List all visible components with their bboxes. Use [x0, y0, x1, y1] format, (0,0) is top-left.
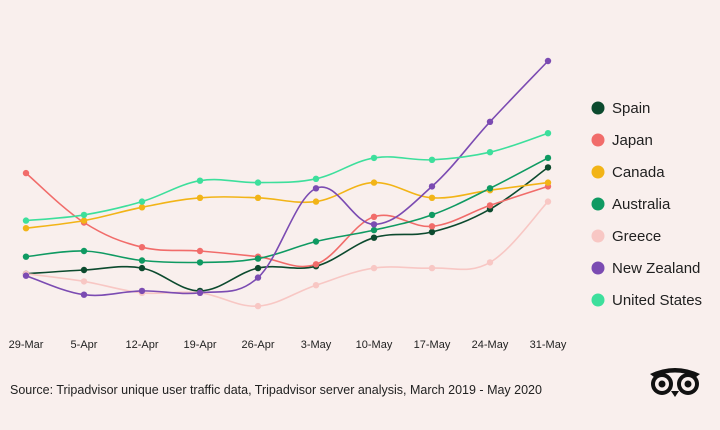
legend-label-canada: Canada	[612, 164, 665, 181]
data-point-united-states-10-May	[370, 154, 378, 162]
x-axis-ticks: 29-Mar 5-Apr 12-Apr 19-Apr 26-Apr 3-May 10-May…	[9, 339, 567, 351]
data-point-australia-19-Apr	[196, 259, 204, 266]
data-point-new-zealand-24-May	[486, 118, 494, 126]
source-note: Source: Tripadvisor unique user traffic …	[10, 383, 542, 397]
data-point-canada-3-May	[312, 198, 320, 205]
data-point-greece-24-May	[486, 259, 494, 266]
legend-label-australia: Australia	[612, 196, 671, 213]
data-point-canada-12-Apr	[138, 204, 146, 211]
data-point-canada-31-May	[544, 179, 552, 186]
data-point-new-zealand-29-Mar	[22, 272, 30, 279]
legend-swatch-greece	[591, 229, 605, 243]
x-tick-label: 3-May	[301, 339, 332, 351]
series-line-australia	[25, 157, 549, 264]
x-tick-label: 10-May	[356, 339, 393, 351]
legend-swatch-australia	[591, 197, 605, 211]
legend-label-spain: Spain	[612, 100, 650, 117]
data-point-spain-12-Apr	[138, 264, 146, 272]
data-point-canada-5-Apr	[80, 217, 88, 224]
data-point-australia-12-Apr	[138, 257, 146, 264]
data-point-spain-10-May	[370, 234, 378, 241]
legend-label-united-states: United States	[612, 292, 702, 309]
series-points	[22, 57, 552, 310]
data-point-japan-29-Mar	[22, 169, 30, 177]
data-point-united-states-3-May	[312, 175, 320, 182]
x-tick-label: 5-Apr	[71, 339, 98, 351]
legend-label-japan: Japan	[612, 132, 653, 149]
x-tick-label: 24-May	[472, 339, 509, 351]
series-line-japan	[25, 172, 549, 268]
data-point-australia-5-Apr	[80, 247, 88, 255]
data-point-greece-17-May	[428, 264, 436, 272]
tripadvisor-owl-icon	[650, 368, 700, 397]
data-point-japan-12-Apr	[138, 244, 146, 251]
data-point-greece-3-May	[312, 282, 320, 289]
data-point-spain-26-Apr	[254, 264, 262, 272]
data-point-new-zealand-5-Apr	[80, 291, 88, 298]
data-point-new-zealand-10-May	[370, 221, 378, 228]
series-line-united-states	[25, 132, 549, 222]
x-tick-label: 26-Apr	[241, 339, 274, 351]
data-point-united-states-29-Mar	[22, 217, 30, 224]
data-point-spain-31-May	[544, 164, 552, 171]
data-point-australia-24-May	[486, 185, 494, 192]
data-point-greece-26-Apr	[254, 302, 262, 310]
x-tick-label: 12-Apr	[125, 339, 158, 351]
legend-label-new-zealand: New Zealand	[612, 260, 700, 277]
series-line-canada	[25, 181, 549, 229]
data-point-canada-17-May	[428, 194, 436, 201]
data-point-new-zealand-19-Apr	[196, 289, 204, 296]
data-point-united-states-31-May	[544, 130, 552, 137]
series-line-spain	[25, 166, 549, 292]
data-point-united-states-26-Apr	[254, 179, 262, 186]
data-point-united-states-17-May	[428, 156, 436, 163]
legend-swatch-japan	[591, 133, 605, 147]
data-point-greece-10-May	[370, 264, 378, 272]
legend-swatch-new-zealand	[591, 261, 605, 275]
data-point-canada-10-May	[370, 179, 378, 186]
series-line-greece	[25, 201, 549, 307]
x-tick-label: 17-May	[414, 339, 451, 351]
data-point-japan-17-May	[428, 223, 436, 230]
legend: Spain Japan Canada Australia Greece New Zeala…	[591, 100, 702, 309]
data-point-united-states-12-Apr	[138, 198, 146, 205]
data-point-united-states-19-Apr	[196, 177, 204, 184]
data-point-spain-17-May	[428, 228, 436, 236]
data-point-japan-10-May	[370, 213, 378, 220]
data-point-australia-10-May	[370, 226, 378, 234]
data-point-japan-24-May	[486, 202, 494, 209]
data-point-new-zealand-3-May	[312, 185, 320, 192]
data-point-new-zealand-12-Apr	[138, 287, 146, 295]
data-point-canada-19-Apr	[196, 194, 204, 201]
data-point-united-states-24-May	[486, 149, 494, 156]
data-point-australia-3-May	[312, 238, 320, 245]
data-point-new-zealand-17-May	[428, 183, 436, 190]
data-point-greece-31-May	[544, 198, 552, 205]
data-point-japan-19-Apr	[196, 247, 204, 255]
legend-swatch-spain	[591, 101, 605, 115]
x-tick-label: 31-May	[530, 339, 567, 351]
legend-label-greece: Greece	[612, 228, 661, 245]
data-point-spain-5-Apr	[80, 266, 88, 274]
data-point-canada-29-Mar	[22, 225, 30, 232]
series-line-new-zealand	[25, 60, 549, 297]
legend-swatch-canada	[591, 165, 605, 179]
data-point-greece-5-Apr	[80, 278, 88, 285]
data-point-australia-31-May	[544, 154, 552, 162]
x-tick-label: 19-Apr	[183, 339, 216, 351]
legend-swatch-united-states	[591, 293, 605, 307]
x-tick-label: 29-Mar	[9, 339, 44, 351]
data-point-japan-3-May	[312, 261, 320, 268]
series-lines	[25, 60, 549, 307]
data-point-new-zealand-31-May	[544, 57, 552, 65]
data-point-australia-29-Mar	[22, 253, 30, 260]
data-point-united-states-5-Apr	[80, 211, 88, 219]
data-point-australia-26-Apr	[254, 255, 262, 262]
data-point-new-zealand-26-Apr	[254, 274, 262, 281]
data-point-australia-17-May	[428, 211, 436, 219]
data-point-canada-26-Apr	[254, 194, 262, 201]
